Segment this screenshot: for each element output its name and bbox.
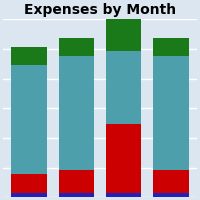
Bar	[106, 10, 141, 51]
Bar	[59, 38, 94, 56]
Bar	[59, 56, 94, 170]
Bar	[153, 170, 189, 193]
Bar	[106, 51, 141, 124]
Bar	[59, 170, 94, 193]
Bar	[59, 193, 94, 197]
Bar	[11, 174, 47, 193]
Bar	[11, 193, 47, 197]
Bar	[11, 47, 47, 65]
Title: Expenses by Month: Expenses by Month	[24, 3, 176, 17]
Bar	[106, 193, 141, 197]
Bar	[106, 124, 141, 193]
Bar	[153, 193, 189, 197]
Bar	[153, 56, 189, 170]
Bar	[153, 38, 189, 56]
Bar	[11, 65, 47, 174]
